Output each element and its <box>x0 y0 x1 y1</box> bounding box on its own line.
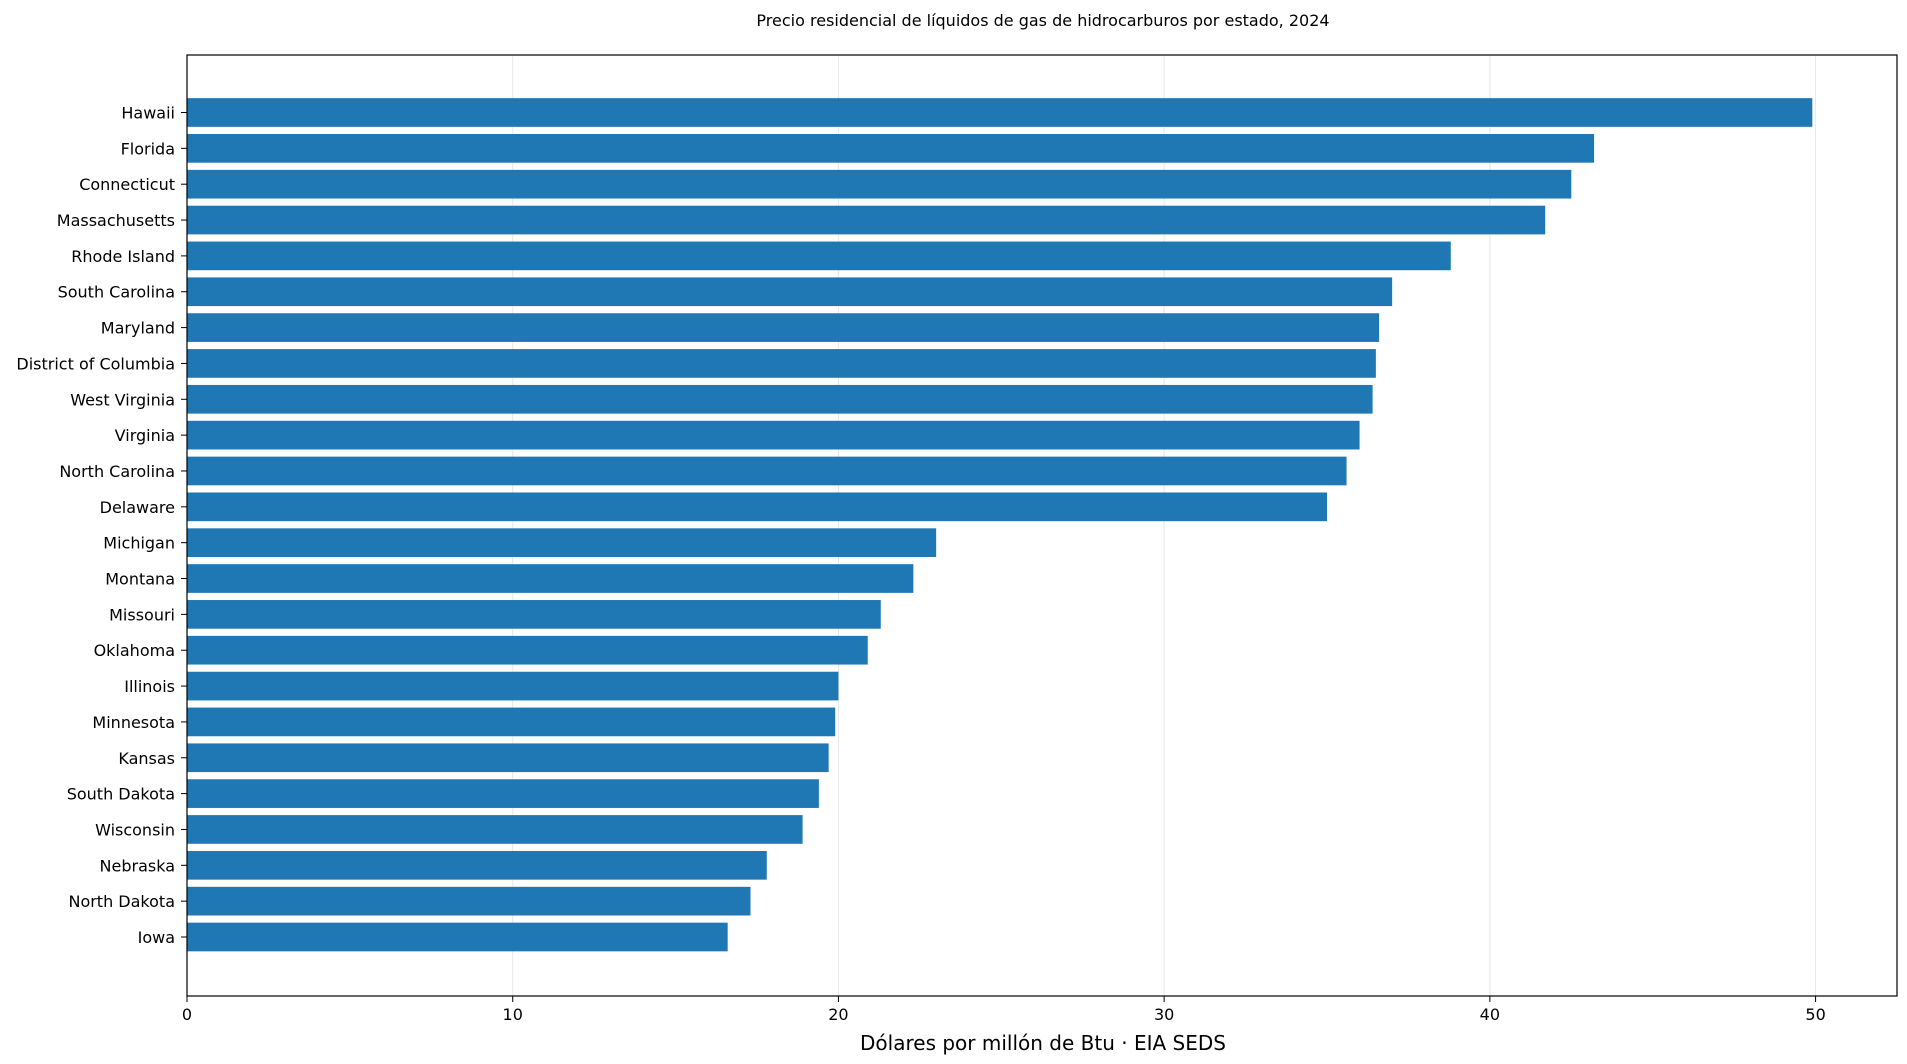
bar <box>187 743 829 773</box>
bar <box>187 564 914 593</box>
y-tick-label: Michigan <box>103 534 175 553</box>
y-tick-label: Delaware <box>100 498 175 517</box>
y-tick-label: Kansas <box>118 749 175 768</box>
x-tick-label: 50 <box>1805 1005 1825 1024</box>
bar <box>187 420 1360 450</box>
y-tick-label: District of Columbia <box>16 354 175 373</box>
y-tick-label: Massachusetts <box>57 211 175 230</box>
y-tick-label: Oklahoma <box>94 641 175 660</box>
bar <box>187 384 1373 414</box>
bar <box>187 313 1380 342</box>
y-tick-label: South Carolina <box>58 283 175 302</box>
bars <box>187 98 1813 952</box>
y-tick-label: Montana <box>105 570 175 589</box>
y-tick-label: Nebraska <box>100 856 175 875</box>
x-axis-label: Dólares por millón de Btu · EIA SEDS <box>860 1031 1226 1055</box>
bar <box>187 241 1451 271</box>
chart-title: Precio residencial de líquidos de gas de… <box>756 11 1329 30</box>
category-axis: Hawaii Florida Connecticut Massachusetts Rho… <box>16 104 187 947</box>
bar <box>187 635 868 665</box>
y-tick-label: Iowa <box>138 928 175 947</box>
bar <box>187 456 1347 486</box>
bar <box>187 528 937 558</box>
bar <box>187 815 803 844</box>
y-tick-label: West Virginia <box>70 390 175 409</box>
bar <box>187 886 751 916</box>
y-tick-label: Maryland <box>101 319 175 338</box>
x-tick-label: 40 <box>1480 1005 1500 1024</box>
bar <box>187 671 839 701</box>
bar <box>187 492 1327 522</box>
bar <box>187 922 728 952</box>
bar <box>187 850 767 880</box>
bar <box>187 205 1546 235</box>
y-tick-label: North Carolina <box>59 462 175 481</box>
bar <box>187 779 819 808</box>
y-tick-label: Hawaii <box>121 104 175 123</box>
y-tick-label: South Dakota <box>67 785 175 804</box>
x-tick-label: 30 <box>1154 1005 1174 1024</box>
bar <box>187 98 1813 127</box>
bar <box>187 707 836 737</box>
y-tick-label: Illinois <box>124 677 175 696</box>
y-tick-label: Rhode Island <box>71 247 175 266</box>
bar <box>187 169 1572 199</box>
bar <box>187 600 881 629</box>
y-tick-label: Minnesota <box>92 713 175 732</box>
bar <box>187 277 1393 307</box>
y-tick-label: Wisconsin <box>95 820 175 839</box>
x-tick-label: 0 <box>182 1005 192 1024</box>
y-tick-label: Missouri <box>109 605 175 624</box>
y-tick-label: Florida <box>121 139 175 158</box>
value-axis: 0 10 20 30 40 50 <box>182 996 1826 1024</box>
bar <box>187 349 1376 378</box>
x-tick-label: 20 <box>828 1005 848 1024</box>
y-tick-label: Connecticut <box>79 175 175 194</box>
plot-frame <box>186 54 1898 997</box>
y-tick-label: Virginia <box>115 426 175 445</box>
bar <box>187 134 1595 163</box>
y-tick-label: North Dakota <box>68 892 175 911</box>
x-tick-label: 10 <box>503 1005 523 1024</box>
